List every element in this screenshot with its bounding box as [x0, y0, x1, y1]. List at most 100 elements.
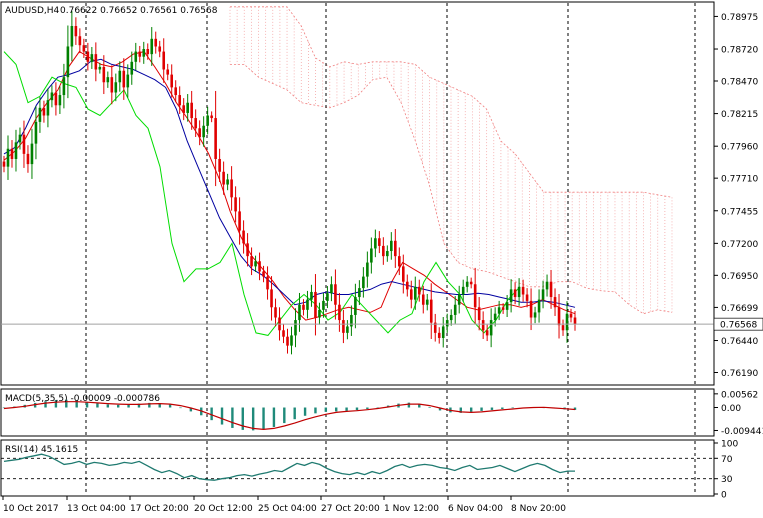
candle — [182, 98, 185, 121]
candle — [26, 145, 30, 173]
candle — [174, 80, 177, 103]
rsi-line — [3, 453, 575, 481]
current-price-tag: 0.76568 — [713, 317, 763, 331]
macd-tick-label: -0.009441 — [721, 427, 763, 437]
macd-vertical-grid — [85, 390, 696, 435]
candle — [158, 40, 162, 58]
candle — [106, 71, 110, 88]
candle — [170, 64, 174, 98]
macd-bar — [127, 404, 130, 408]
macd-bar — [137, 403, 141, 408]
macd-title: MACD(5,35,5) -0.00009 -0.000786 — [5, 394, 160, 404]
candle — [46, 88, 50, 128]
price-tick-label: 0.77960 — [721, 143, 758, 153]
candle — [445, 313, 449, 333]
candle — [330, 276, 333, 302]
time-tick-label: 6 Nov 04:00 — [448, 504, 503, 514]
macd-bar — [44, 401, 47, 408]
candle — [405, 274, 409, 297]
time-tick-label: 17 Oct 20:00 — [130, 504, 189, 514]
macd-bar — [189, 407, 193, 412]
candle — [334, 269, 337, 320]
candle — [374, 229, 377, 258]
candle — [469, 277, 473, 289]
candle — [306, 290, 309, 319]
macd-bar — [418, 404, 421, 408]
candle — [477, 297, 481, 331]
candle — [425, 293, 429, 311]
candle — [386, 245, 389, 262]
candle — [402, 254, 405, 294]
candle — [517, 278, 521, 306]
candle — [521, 279, 525, 302]
main-panel-frame — [0, 1, 715, 386]
macd-bar — [75, 400, 78, 408]
candle — [318, 302, 321, 325]
price-tick-label: 0.76190 — [721, 369, 758, 379]
candle — [437, 327, 441, 344]
macd-tick-label: 0.00 — [721, 404, 741, 414]
candle — [126, 64, 130, 98]
price-tick-label: 0.78470 — [721, 77, 758, 87]
time-tick-label: 25 Oct 04:00 — [258, 504, 317, 514]
price-tick-label: 0.77455 — [721, 207, 758, 217]
candle — [86, 42, 90, 71]
candle — [298, 292, 301, 332]
macd-bar — [293, 407, 296, 420]
macd-bar — [469, 407, 473, 412]
candle — [134, 42, 138, 71]
price-tick-label: 0.78215 — [721, 110, 758, 120]
candle — [114, 73, 118, 102]
price-tick-label: 0.76950 — [721, 272, 758, 282]
candle — [322, 292, 325, 318]
candle — [262, 265, 265, 283]
candle — [497, 300, 501, 321]
time-tick-label: 10 Oct 2017 — [3, 504, 59, 514]
ichimoku-cloud — [229, 6, 673, 315]
macd-bar — [106, 404, 110, 408]
candle — [413, 276, 417, 310]
rsi-panel-frame — [0, 439, 715, 497]
macd-bar — [231, 407, 234, 428]
candle — [162, 38, 166, 83]
candle — [74, 17, 78, 45]
candle — [453, 296, 457, 324]
candle — [230, 166, 233, 211]
candle — [394, 229, 397, 268]
time-tick-label: 20 Oct 12:00 — [194, 504, 253, 514]
candle — [569, 308, 573, 323]
chikou-span — [3, 51, 521, 336]
candle — [362, 267, 365, 298]
candle — [286, 328, 289, 354]
candle — [573, 310, 577, 331]
candle — [465, 276, 469, 293]
candle — [541, 280, 545, 309]
macd-bar — [376, 407, 379, 409]
rsi-title: RSI(14) 45.1615 — [5, 445, 78, 455]
rsi-level-lines — [1, 457, 714, 480]
rsi-tick-label: 100 — [721, 440, 738, 450]
macd-bar — [459, 407, 462, 413]
macd-bar — [33, 402, 37, 408]
macd-bar — [407, 402, 411, 408]
candle — [409, 280, 413, 309]
price-tick-label: 0.77200 — [721, 240, 758, 250]
candle — [122, 58, 126, 100]
macd-bar — [262, 407, 265, 430]
kijun-sen — [3, 58, 576, 308]
candle — [294, 308, 297, 348]
macd-panel-frame — [0, 388, 715, 437]
candle — [202, 116, 205, 147]
current-price-label: 0.76568 — [720, 321, 757, 331]
rsi-tick-label: 70 — [721, 455, 733, 465]
candle — [14, 129, 18, 172]
candle — [350, 305, 353, 336]
macd-bar — [220, 407, 224, 425]
candle — [254, 255, 257, 273]
rsi-tick-label: 0 — [721, 491, 727, 501]
candle — [186, 94, 189, 122]
macd-bar — [438, 407, 442, 411]
candle — [366, 251, 369, 288]
candle — [42, 100, 46, 123]
